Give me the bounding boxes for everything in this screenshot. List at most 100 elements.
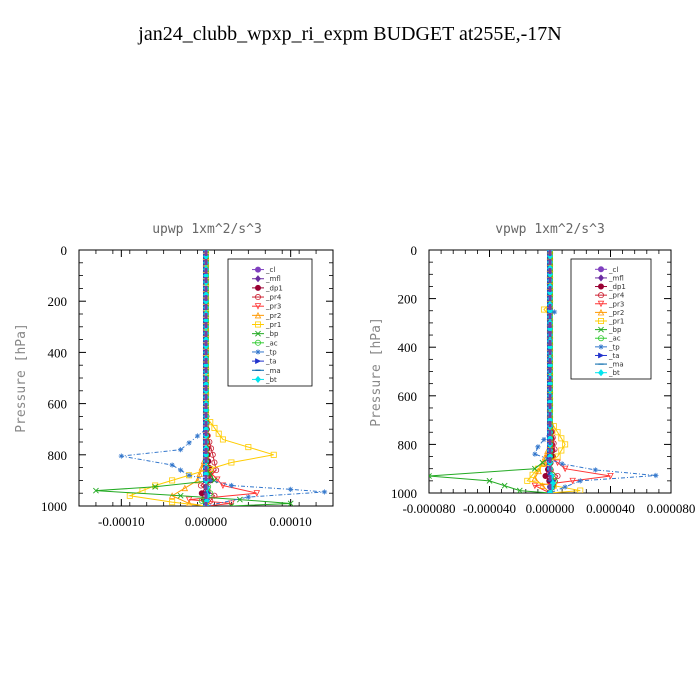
- series-point_tp: [551, 309, 558, 315]
- series-point_pr4: [197, 482, 204, 489]
- series-point_tp: [562, 484, 568, 490]
- x-tick-label: 0.00010: [270, 514, 312, 529]
- legend-marker_mfl: [255, 275, 261, 283]
- series-group: [93, 250, 328, 506]
- y-tick-label: 800: [48, 448, 68, 463]
- series-point_bp: [152, 483, 159, 490]
- series-point_pr1: [554, 429, 561, 436]
- legend-label_pr1: _pr1: [608, 318, 624, 326]
- legend-label_ac: _ac: [608, 335, 621, 343]
- series-point_tp: [288, 486, 294, 492]
- series-point_tp: [321, 489, 328, 495]
- series-point_dp1: [542, 472, 549, 479]
- series-line_pr2: [171, 250, 207, 506]
- series-point_tp: [532, 451, 538, 457]
- series-point_pr3: [569, 477, 576, 485]
- legend-marker_ta: [598, 352, 605, 359]
- series-point_tp: [228, 482, 234, 489]
- series-point_tp: [535, 444, 541, 450]
- series-point_pr1: [169, 477, 176, 484]
- legend-marker_pr3: [254, 303, 262, 310]
- series-point_bt: [547, 489, 553, 493]
- series-point_tp: [577, 478, 583, 484]
- legend-label_dp1: _dp1: [265, 284, 283, 292]
- series-point_bp: [207, 471, 214, 477]
- y-tick-label: 400: [398, 340, 418, 355]
- figure-title: jan24_clubb_wpxp_ri_expm BUDGET at255E,-…: [137, 23, 561, 45]
- legend-label_bp: _bp: [608, 326, 622, 334]
- series-point_pr1: [215, 430, 222, 437]
- legend-marker_ac: [598, 335, 605, 342]
- legend-marker_pr4: [598, 292, 605, 299]
- legend-label_cl: _cl: [608, 266, 618, 274]
- y-tick-label: 200: [398, 292, 418, 307]
- series-point_tp: [207, 477, 213, 483]
- legend-label_pr1: _pr1: [265, 321, 281, 329]
- y-tick-label: 600: [398, 389, 418, 404]
- series-point_tp: [118, 453, 124, 459]
- series-point_pr1: [245, 444, 252, 451]
- legend-marker_cl: [254, 266, 261, 273]
- upwp-panel: upwp 1xm^2/s^3 Pressure [hPa] 0 200 400 600…: [14, 222, 334, 529]
- series-line_bp: [429, 250, 551, 493]
- series-point_tp: [178, 467, 184, 473]
- legend-label_bt: _bt: [608, 369, 620, 377]
- series-point_pr3: [253, 490, 261, 497]
- series-point_pr1: [558, 447, 565, 454]
- legend-marker_mfl: [598, 274, 604, 282]
- legend-label_tp: _tp: [608, 343, 620, 351]
- legend-label_pr4: _pr4: [608, 292, 625, 300]
- legend-marker_dp1: [598, 283, 605, 290]
- series-point_bp: [516, 487, 523, 493]
- legend-label_bt: _bt: [265, 376, 277, 384]
- legend-label_ta: _ta: [608, 352, 620, 360]
- series-point_pr1: [152, 482, 159, 489]
- series-point_tp: [545, 456, 552, 462]
- legend-label_ma: _ma: [265, 367, 281, 375]
- vpwp-panel-title: vpwp 1xm^2/s^3: [495, 222, 605, 237]
- series-point_tp: [186, 472, 192, 478]
- y-tick-label: 200: [48, 294, 68, 309]
- series-point_pr3: [219, 482, 227, 490]
- legend-marker_pr4: [254, 294, 261, 301]
- series-line_pr1: [127, 250, 274, 506]
- series-point_bp: [287, 500, 294, 506]
- legend-marker_ac: [254, 339, 261, 346]
- series-point_bt: [548, 472, 555, 480]
- legend-marker_pr1: [254, 321, 261, 328]
- series-point_pr1: [540, 306, 547, 313]
- y-tick-label: 0: [61, 243, 68, 258]
- series-point_pr3: [214, 476, 221, 484]
- legend-marker_bt: [598, 369, 604, 377]
- legend-box: [227, 258, 313, 387]
- series-point_bp: [228, 503, 235, 506]
- series-point_pr3: [185, 496, 193, 504]
- series-point_pr3: [531, 482, 539, 490]
- y-tick-label: 400: [48, 345, 68, 360]
- series-point_tp: [194, 433, 201, 439]
- series-point_pr1: [228, 459, 235, 466]
- legend-label_pr3: _pr3: [608, 300, 624, 308]
- series-point_pr4: [209, 451, 216, 458]
- upwp-y-axis-label: Pressure [hPa]: [14, 323, 29, 433]
- x-tick-label: -0.000080: [402, 501, 455, 516]
- legend-label_mfl: _mfl: [265, 275, 281, 283]
- x-tick-label: -0.000040: [463, 501, 516, 516]
- vpwp-panel: vpwp 1xm^2/s^3 Pressure [hPa] 0 200 400 600…: [369, 222, 695, 516]
- legend-label_dp1: _dp1: [608, 283, 626, 291]
- legend-marker_bp: [598, 326, 604, 333]
- x-tick-label: 0.000080: [647, 501, 696, 516]
- series-point_bp: [501, 482, 508, 489]
- legend-label_pr2: _pr2: [265, 312, 281, 320]
- series-point_pr4: [211, 459, 218, 466]
- y-tick-label: 600: [48, 397, 68, 412]
- series-point_tp: [178, 447, 184, 453]
- legend-marker_cl: [598, 266, 605, 273]
- series-point_tp: [186, 440, 192, 446]
- legend-label_cl: _cl: [265, 266, 275, 274]
- y-tick-label: 1000: [41, 499, 67, 514]
- series-point_pr1: [554, 453, 561, 460]
- series-point_tp: [653, 472, 659, 479]
- series-point_tp: [169, 462, 175, 468]
